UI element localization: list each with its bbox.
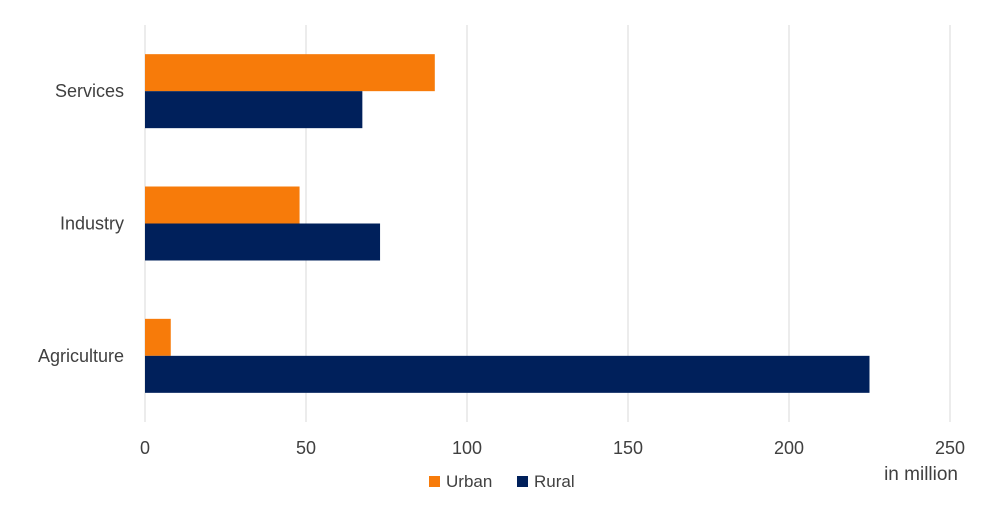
bar-rural-services: [145, 91, 363, 129]
x-tick-100: 100: [452, 438, 482, 458]
bar-urban-agriculture: [145, 318, 171, 356]
bar-urban-industry: [145, 186, 300, 224]
legend-swatch-rural: [517, 476, 528, 487]
bar-urban-services: [145, 54, 435, 92]
legend-swatch-urban: [429, 476, 440, 487]
x-tick-250: 250: [935, 438, 965, 458]
category-labels: Services Industry Agriculture: [38, 81, 124, 366]
category-label-agriculture: Agriculture: [38, 346, 124, 366]
category-label-industry: Industry: [60, 214, 124, 234]
legend-label-rural: Rural: [534, 472, 575, 491]
legend-label-urban: Urban: [446, 472, 492, 491]
x-tick-150: 150: [613, 438, 643, 458]
legend: Urban Rural: [429, 472, 575, 491]
x-tick-200: 200: [774, 438, 804, 458]
bars: [145, 54, 870, 393]
x-tick-50: 50: [296, 438, 316, 458]
x-tick-0: 0: [140, 438, 150, 458]
category-label-services: Services: [55, 81, 124, 101]
x-axis-unit-label: in million: [884, 464, 958, 485]
x-tick-labels: 0 50 100 150 200 250: [140, 438, 965, 458]
bar-rural-industry: [145, 223, 381, 261]
bar-rural-agriculture: [145, 355, 870, 393]
